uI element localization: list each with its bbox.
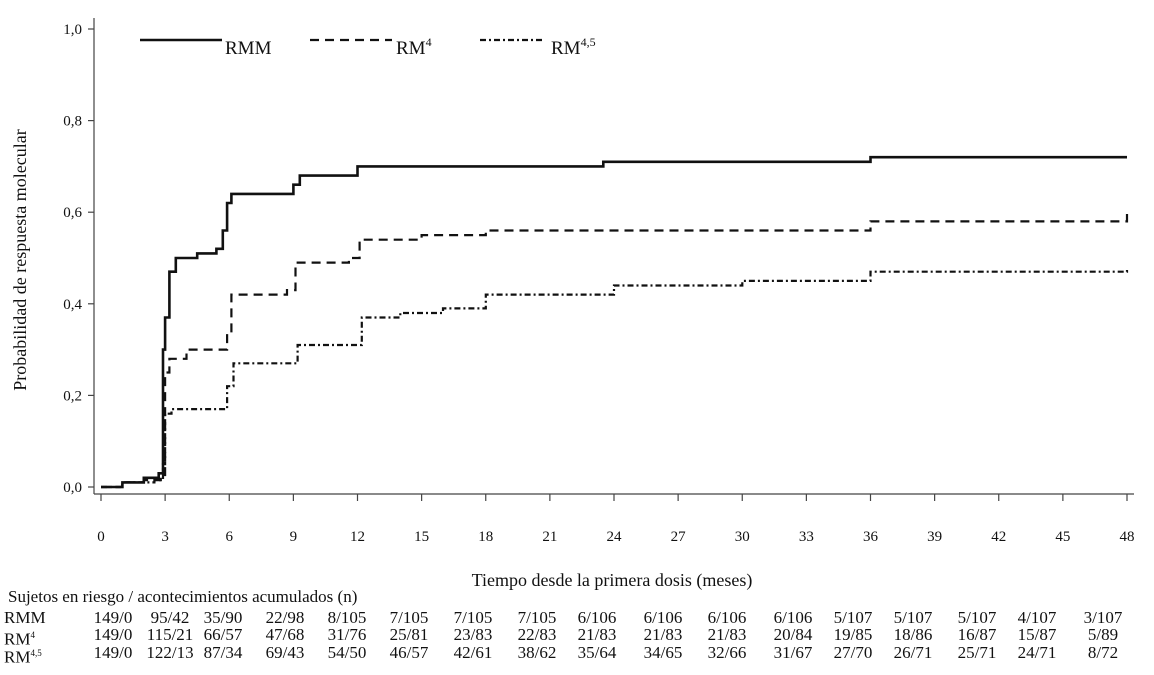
risk-cell: 8/72 [1088, 645, 1118, 661]
risk-row-label: RMM [4, 610, 46, 626]
x-tick-label: 9 [290, 529, 298, 545]
risk-cell: 22/98 [266, 610, 305, 626]
risk-cell: 7/105 [454, 610, 493, 626]
x-tick-label: 33 [799, 529, 814, 545]
risk-cell: 115/21 [147, 627, 194, 643]
risk-cell: 69/43 [266, 645, 305, 661]
x-tick-label: 39 [927, 529, 942, 545]
x-tick-label: 27 [671, 529, 687, 545]
risk-cell: 31/67 [774, 645, 813, 661]
risk-cell: 66/57 [204, 627, 243, 643]
risk-row-label: RM4,5 [4, 645, 42, 666]
risk-cell: 16/87 [958, 627, 997, 643]
x-tick-label: 45 [1055, 529, 1070, 545]
series-line-1 [101, 212, 1127, 487]
x-tick-label: 6 [226, 529, 234, 545]
risk-cell: 47/68 [266, 627, 305, 643]
risk-cell: 46/57 [390, 645, 429, 661]
risk-cell: 24/71 [1018, 645, 1057, 661]
risk-cell: 6/106 [774, 610, 813, 626]
series-line-0 [101, 157, 1127, 487]
risk-cell: 5/107 [834, 610, 873, 626]
kaplan-meier-chart: 0,00,20,40,60,81,00 3 6 9 12 15 18 21 24 27 30 33 36… [0, 0, 1154, 590]
risk-cell: 87/34 [204, 645, 243, 661]
y-axis-title: Probabilidad de respuesta molecular [10, 129, 30, 390]
y-tick-label: 0,4 [63, 297, 82, 313]
risk-cell: 22/83 [518, 627, 557, 643]
x-tick-label: 36 [863, 529, 879, 545]
x-tick-label: 3 [161, 529, 169, 545]
risk-cell: 7/105 [518, 610, 557, 626]
risk-cell: 8/105 [328, 610, 367, 626]
legend-label-0: RMM [225, 38, 272, 59]
risk-cell: 6/106 [644, 610, 683, 626]
risk-cell: 6/106 [578, 610, 617, 626]
risk-cell: 19/85 [834, 627, 873, 643]
risk-cell: 38/62 [518, 645, 557, 661]
risk-cell: 5/107 [958, 610, 997, 626]
axes: 0,00,20,40,60,81,00 3 6 9 12 15 18 21 24 27 30 33 36… [63, 18, 1134, 545]
y-tick-label: 1,0 [63, 22, 82, 38]
risk-cell: 21/83 [578, 627, 617, 643]
series-line-2 [101, 267, 1127, 487]
risk-cell: 18/86 [894, 627, 933, 643]
risk-cell: 25/81 [390, 627, 429, 643]
risk-cell: 21/83 [644, 627, 683, 643]
x-tick-label: 15 [414, 529, 429, 545]
risk-cell: 149/0 [94, 627, 133, 643]
risk-table-title: Sujetos en riesgo / acontecimientos acum… [8, 589, 357, 605]
risk-cell: 95/42 [151, 610, 190, 626]
x-tick-label: 30 [735, 529, 750, 545]
risk-cell: 35/90 [204, 610, 243, 626]
risk-cell: 122/13 [146, 645, 193, 661]
legend: RMM RM4 RM4,5 [140, 35, 596, 59]
risk-cell: 7/105 [390, 610, 429, 626]
risk-cell: 27/70 [834, 645, 873, 661]
series-layer [101, 157, 1127, 487]
x-tick-label: 18 [478, 529, 493, 545]
x-tick-label: 12 [350, 529, 365, 545]
y-tick-label: 0,6 [63, 205, 82, 221]
risk-cell: 20/84 [774, 627, 813, 643]
x-tick-label: 0 [97, 529, 105, 545]
risk-cell: 26/71 [894, 645, 933, 661]
risk-cell: 3/107 [1084, 610, 1123, 626]
risk-cell: 5/89 [1088, 627, 1118, 643]
risk-cell: 21/83 [708, 627, 747, 643]
risk-cell: 42/61 [454, 645, 493, 661]
risk-cell: 35/64 [578, 645, 617, 661]
risk-cell: 149/0 [94, 610, 133, 626]
x-tick-label: 48 [1120, 529, 1135, 545]
risk-cell: 15/87 [1018, 627, 1057, 643]
x-tick-label: 21 [542, 529, 557, 545]
risk-cell: 5/107 [894, 610, 933, 626]
risk-cell: 34/65 [644, 645, 683, 661]
legend-label-2: RM4,5 [551, 35, 596, 59]
risk-cell: 54/50 [328, 645, 367, 661]
x-tick-label: 24 [607, 529, 623, 545]
y-tick-label: 0,2 [63, 388, 82, 404]
legend-label-1: RM4 [396, 35, 432, 59]
risk-cell: 31/76 [328, 627, 367, 643]
risk-table: Sujetos en riesgo / acontecimientos acum… [0, 589, 1154, 673]
risk-cell: 32/66 [708, 645, 747, 661]
x-axis-title: Tiempo desde la primera dosis (meses) [472, 570, 753, 590]
risk-cell: 6/106 [708, 610, 747, 626]
risk-cell: 23/83 [454, 627, 493, 643]
x-tick-label: 42 [991, 529, 1006, 545]
risk-row: RM4,5 149/0 122/13 87/34 69/43 54/50 46/57 42/6… [0, 645, 1154, 663]
y-tick-label: 0,0 [63, 480, 82, 496]
risk-cell: 149/0 [94, 645, 133, 661]
y-tick-label: 0,8 [63, 114, 82, 130]
risk-cell: 25/71 [958, 645, 997, 661]
risk-cell: 4/107 [1018, 610, 1057, 626]
